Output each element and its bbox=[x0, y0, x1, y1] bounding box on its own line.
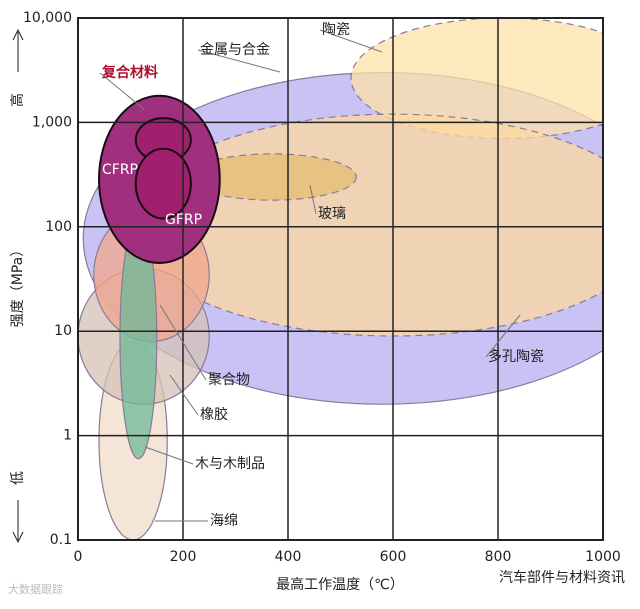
arrow-up bbox=[13, 30, 23, 72]
y-tick-label: 10 bbox=[54, 323, 72, 339]
y-tick-label: 10,000 bbox=[23, 10, 72, 26]
y-tick-label: 100 bbox=[45, 219, 72, 235]
region-label: GFRP bbox=[165, 212, 202, 228]
y-axis-label: 强度（MPa） bbox=[10, 243, 26, 327]
x-tick-label: 600 bbox=[380, 549, 407, 565]
y-tick-label: 0.1 bbox=[50, 532, 72, 548]
x-tick-label: 0 bbox=[74, 549, 83, 565]
region-label: 陶瓷 bbox=[322, 22, 350, 38]
region-label: 玻璃 bbox=[318, 205, 346, 222]
watermark: 汽车部件与材料资讯 bbox=[499, 569, 625, 586]
y-low-label: 低 bbox=[10, 471, 26, 485]
region-label: 聚合物 bbox=[208, 372, 250, 388]
region-label: 金属与合金 bbox=[200, 42, 270, 58]
region-label: 海绵 bbox=[210, 512, 238, 529]
y-tick-label: 1,000 bbox=[32, 114, 72, 130]
x-tick-label: 800 bbox=[485, 549, 512, 565]
watermark: 大数据跟踪 bbox=[8, 582, 63, 596]
x-tick-label: 400 bbox=[275, 549, 302, 565]
x-axis-label: 最高工作温度（℃） bbox=[276, 576, 404, 593]
region-label: 橡胶 bbox=[200, 406, 228, 423]
regions bbox=[78, 18, 640, 540]
y-high-label: 高 bbox=[9, 93, 26, 107]
x-tick-label: 1000 bbox=[585, 549, 621, 565]
region-label: 木与木制品 bbox=[195, 456, 265, 472]
region-label: 复合材料 bbox=[101, 64, 158, 81]
arrow-down bbox=[13, 500, 23, 542]
region-label: 多孔陶瓷 bbox=[488, 348, 544, 365]
y-tick-label: 1 bbox=[63, 428, 72, 444]
x-tick-label: 200 bbox=[170, 549, 197, 565]
region-label: CFRP bbox=[102, 162, 138, 178]
